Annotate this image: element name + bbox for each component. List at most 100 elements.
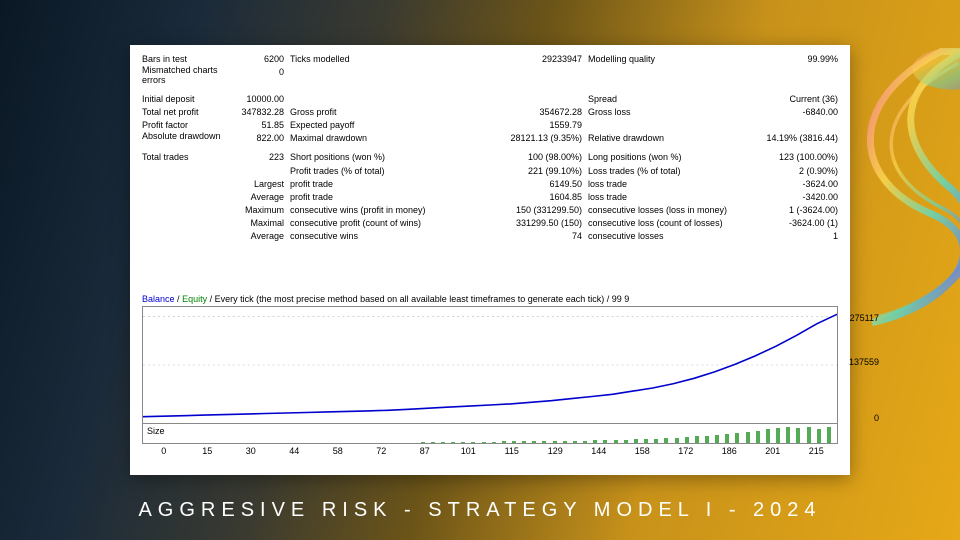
max-cons-losses-value: 1 (-3624.00) (748, 204, 838, 216)
gross-profit-label: Gross profit (290, 106, 490, 118)
xtick: 129 (534, 446, 578, 456)
size-bar (583, 441, 587, 443)
mismatched-value: 0 (232, 66, 290, 78)
size-bar (807, 427, 811, 443)
total-trades-value: 223 (232, 151, 290, 163)
xtick: 186 (708, 446, 752, 456)
size-bar (502, 441, 506, 443)
ytick-2: 0 (874, 413, 879, 423)
balance-chart-box: 275117 137559 0 (142, 306, 838, 424)
bars-in-test-label: Bars in test (142, 53, 232, 65)
maxl-loss-value: -3624.00 (1) (748, 217, 838, 229)
initial-deposit-value: 10000.00 (232, 93, 290, 105)
gross-loss-label: Gross loss (588, 106, 748, 118)
xtick: 30 (229, 446, 273, 456)
size-label: Size (147, 426, 165, 436)
size-bar (522, 441, 526, 443)
legend-balance: Balance (142, 294, 175, 304)
profit-factor-label: Profit factor (142, 119, 232, 131)
gross-profit-value: 354672.28 (490, 106, 588, 118)
size-bar (715, 435, 719, 443)
size-bar (512, 441, 516, 443)
short-pos-value: 100 (98.00%) (490, 151, 588, 163)
size-bar (482, 442, 486, 443)
size-bar (725, 434, 729, 443)
long-pos-label: Long positions (won %) (588, 151, 748, 163)
largest-profit-value: 6149.50 (490, 178, 588, 190)
modelling-quality-value: 99.99% (748, 53, 838, 65)
rel-dd-label: Relative drawdown (588, 132, 748, 144)
page-caption: AGGRESIVE RISK - STRATEGY MODEL I - 2024 (0, 499, 960, 522)
rel-dd-value: 14.19% (3816.44) (748, 132, 838, 144)
abs-dd-value: 822.00 (232, 132, 290, 144)
maximum-label: Maximum (232, 204, 290, 216)
xtick: 44 (273, 446, 317, 456)
xtick: 201 (751, 446, 795, 456)
net-profit-value: 347832.28 (232, 106, 290, 118)
avg-loss-value: -3420.00 (748, 191, 838, 203)
ytick-1: 137559 (849, 357, 879, 367)
max-dd-label: Maximal drawdown (290, 132, 490, 144)
xtick: 0 (142, 446, 186, 456)
ticks-modelled-value: 29233947 (490, 53, 588, 65)
xtick: 15 (186, 446, 230, 456)
expected-payoff-label: Expected payoff (290, 119, 490, 131)
long-pos-value: 123 (100.00%) (748, 151, 838, 163)
xtick: 87 (403, 446, 447, 456)
size-bar (532, 441, 536, 443)
spread-label: Spread (588, 93, 748, 105)
xtick: 144 (577, 446, 621, 456)
bars-in-test-value: 6200 (232, 53, 290, 65)
loss-trades-value: 2 (0.90%) (748, 165, 838, 177)
max-cons-losses-label: consecutive losses (loss in money) (588, 204, 748, 216)
avg-cons-wins-label: consecutive wins (290, 230, 490, 242)
size-bar (492, 442, 496, 443)
size-bar (461, 442, 465, 443)
size-bar (624, 440, 628, 443)
avg-loss-label: loss trade (588, 191, 748, 203)
largest-loss-label: loss trade (588, 178, 748, 190)
size-bar (675, 438, 679, 443)
modelling-quality-label: Modelling quality (588, 53, 748, 65)
average-label: Average (232, 191, 290, 203)
x-axis: 0153044587287101115129144158172186201215 (142, 446, 838, 456)
size-bar (451, 442, 455, 443)
avg-cons-losses-value: 1 (748, 230, 838, 242)
size-bar (431, 442, 435, 443)
size-bar (542, 441, 546, 443)
size-bar (563, 441, 567, 443)
legend-equity: Equity (182, 294, 207, 304)
avg-row-label: Average (232, 230, 290, 242)
size-bar (796, 428, 800, 443)
xtick: 72 (360, 446, 404, 456)
maximal-label: Maximal (232, 217, 290, 229)
ticks-modelled-label: Ticks modelled (290, 53, 490, 65)
balance-curve (143, 307, 837, 423)
size-bar (553, 441, 557, 443)
size-bar (603, 440, 607, 443)
xtick: 172 (664, 446, 708, 456)
maxl-loss-label: consecutive loss (count of losses) (588, 217, 748, 229)
abs-dd-label: Absolute drawdown (142, 132, 232, 142)
max-cons-wins-value: 150 (331299.50) (490, 204, 588, 216)
avg-cons-wins-value: 74 (490, 230, 588, 242)
size-bar (664, 438, 668, 443)
short-pos-label: Short positions (won %) (290, 151, 490, 163)
expected-payoff-value: 1559.79 (490, 119, 588, 131)
size-bar (735, 433, 739, 443)
mismatched-label: Mismatched charts errors (142, 66, 232, 86)
legend-rest: / Every tick (the most precise method ba… (210, 294, 630, 304)
total-trades-label: Total trades (142, 151, 232, 163)
gross-loss-value: -6840.00 (748, 106, 838, 118)
size-bar (817, 429, 821, 443)
size-bar (573, 441, 577, 443)
maxl-profit-value: 331299.50 (150) (490, 217, 588, 229)
xtick: 58 (316, 446, 360, 456)
chart-legend: Balance / Equity / Every tick (the most … (142, 294, 838, 304)
profit-trades-value: 221 (99.10%) (490, 165, 588, 177)
largest-label: Largest (232, 178, 290, 190)
xtick: 215 (795, 446, 839, 456)
ytick-0: 275117 (850, 313, 879, 323)
xtick: 158 (621, 446, 665, 456)
max-dd-value: 28121.13 (9.35%) (490, 132, 588, 144)
